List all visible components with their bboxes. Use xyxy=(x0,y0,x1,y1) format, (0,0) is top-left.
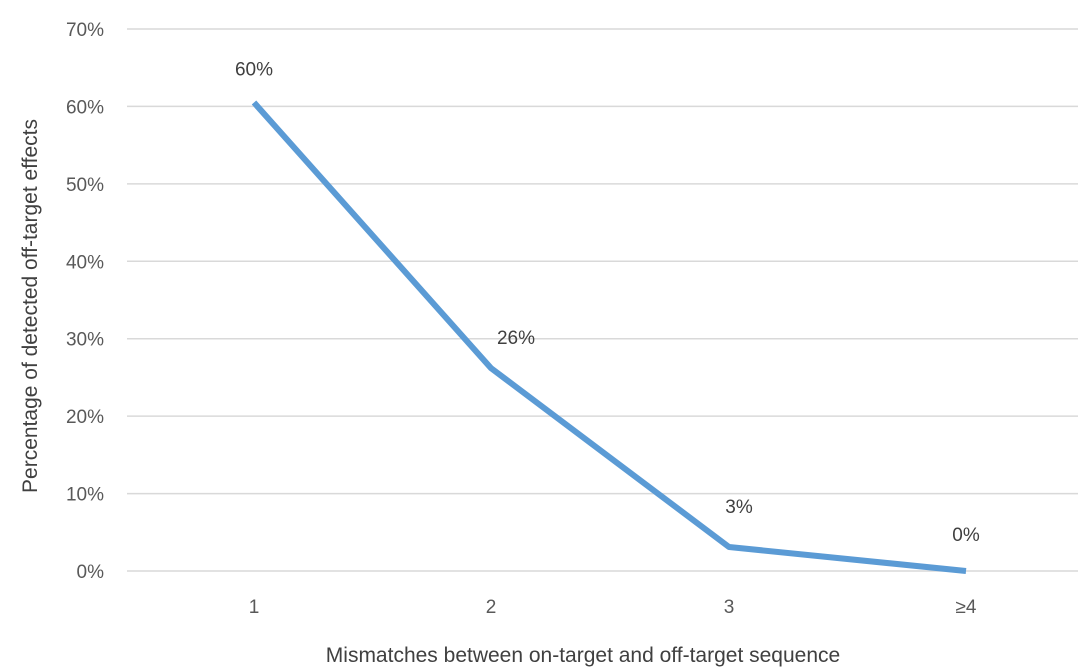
x-axis-title: Mismatches between on-target and off-tar… xyxy=(326,644,840,667)
x-tick-label: ≥4 xyxy=(956,597,977,618)
x-axis-tick-labels: 1 2 3 ≥4 xyxy=(249,597,977,618)
data-label: 60% xyxy=(235,60,273,81)
gridlines xyxy=(127,28,1078,572)
x-tick-label: 2 xyxy=(486,597,497,618)
y-tick-label: 20% xyxy=(66,407,104,428)
y-axis-title: Percentage of detected off-target effect… xyxy=(19,119,42,493)
y-tick-label: 10% xyxy=(66,485,104,506)
y-axis-tick-labels: 0% 10% 20% 30% 40% 50% 60% 70% xyxy=(66,20,104,583)
y-tick-label: 30% xyxy=(66,330,104,351)
y-tick-label: 70% xyxy=(66,20,104,41)
data-label: 0% xyxy=(952,525,980,546)
data-label: 3% xyxy=(725,497,753,518)
y-tick-label: 0% xyxy=(77,562,105,583)
series-line xyxy=(251,100,967,574)
data-labels: 60% 26% 3% 0% xyxy=(235,60,980,546)
y-tick-label: 40% xyxy=(66,252,104,273)
x-tick-label: 1 xyxy=(249,597,260,618)
data-label: 26% xyxy=(497,328,535,349)
y-tick-label: 50% xyxy=(66,175,104,196)
x-tick-label: 3 xyxy=(724,597,735,618)
y-tick-label: 60% xyxy=(66,97,104,118)
